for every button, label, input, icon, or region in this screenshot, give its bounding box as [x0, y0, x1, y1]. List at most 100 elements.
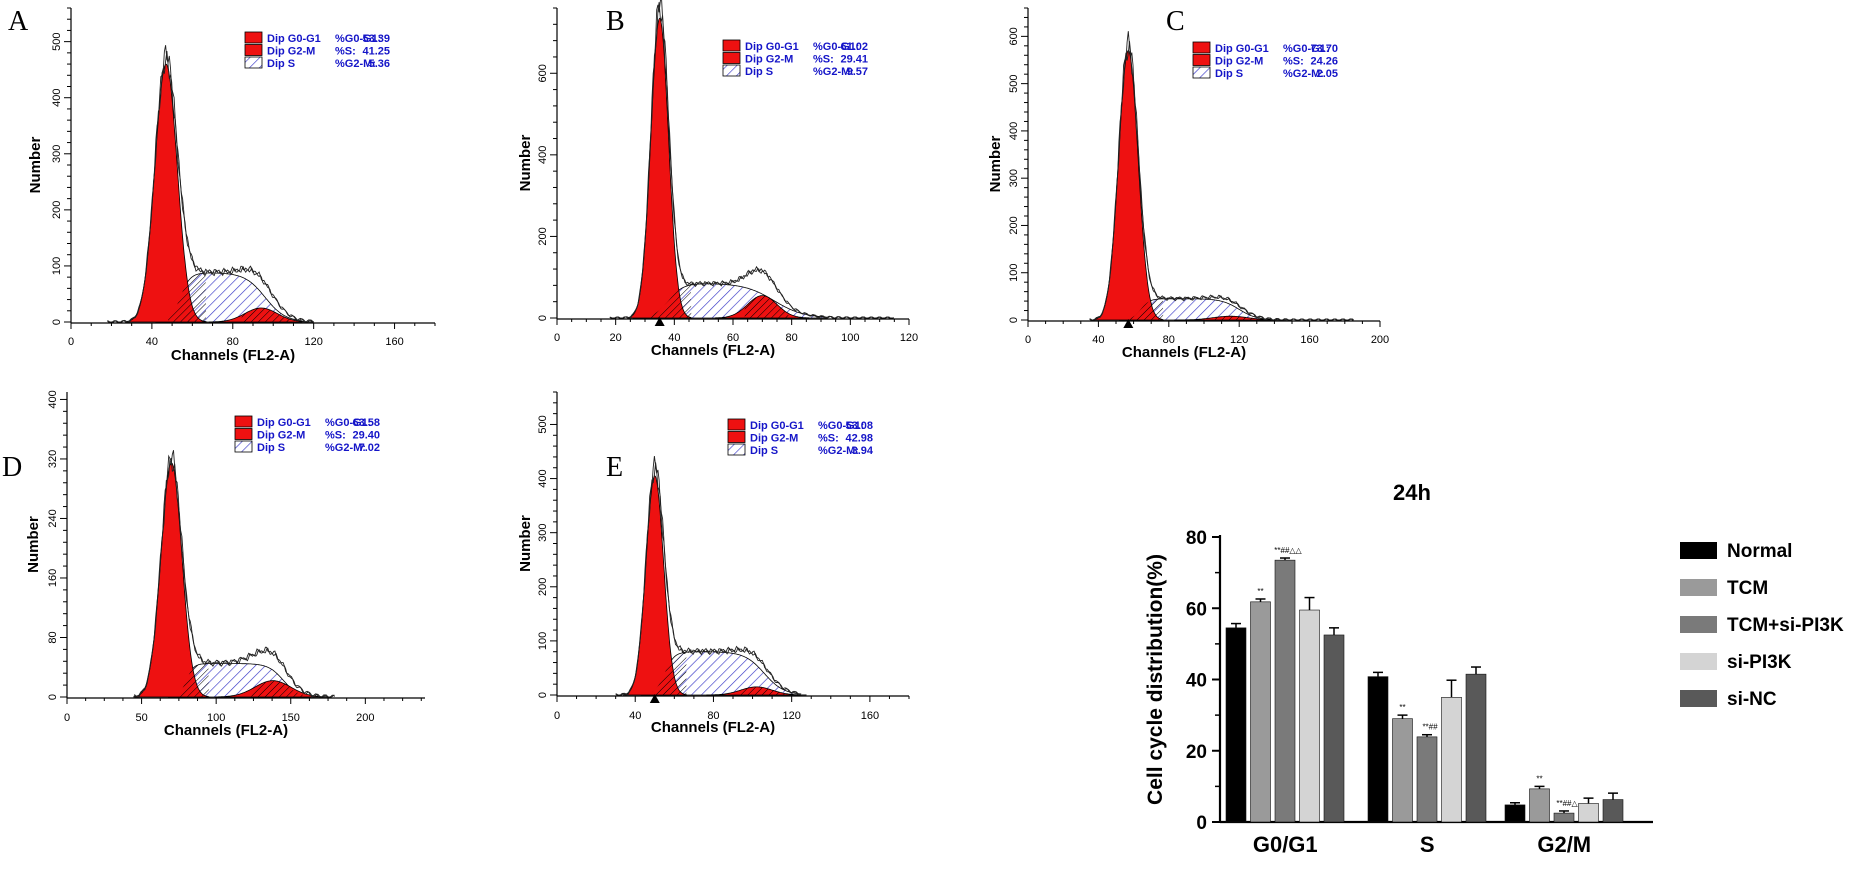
g1-s-overlap-hatch — [652, 652, 687, 695]
panel-letter-d: D — [2, 452, 22, 483]
legend-label: Dip G2-M — [745, 54, 793, 66]
y-tick-label: 0 — [537, 315, 549, 321]
y-tick-label: 0 — [47, 694, 59, 700]
s-legend-swatch — [722, 64, 741, 77]
histogram-panel-d: 0 80 160 240 320 400 0 50 100 150 200 Channels (FL2… — [25, 390, 425, 739]
x-tick-label: 40 — [668, 332, 680, 344]
y-tick-label: 300 — [51, 145, 63, 163]
legend-swatch-si-nc — [1680, 690, 1717, 707]
stat-value: 53.39 — [362, 33, 390, 45]
stat-value: 61.02 — [840, 41, 868, 53]
legend-label: Dip S — [257, 442, 285, 454]
y-axis-title: Number — [517, 515, 534, 572]
stat-label: %G2-M: — [818, 445, 859, 457]
y-tick-label: 200 — [537, 578, 549, 596]
bar-tcm-si-pi3k — [1416, 736, 1438, 823]
x-tick-label: 60 — [727, 332, 739, 344]
x-tick-label: 160 — [385, 336, 403, 348]
y-tick-label: 200 — [537, 227, 549, 245]
bar-tcm — [1250, 601, 1271, 823]
x-tick-label: 100 — [841, 332, 859, 344]
x-tick-label: 100 — [207, 712, 225, 724]
stat-label: %G2-M: — [325, 442, 366, 454]
x-tick-label: 120 — [782, 710, 800, 722]
y-tick-label: 240 — [47, 509, 59, 527]
y-tick-label: 0 — [1008, 317, 1020, 323]
significance-annotation: ** — [1399, 703, 1405, 712]
stat-value: 24.26 — [1310, 56, 1338, 68]
stat-label: %G0-G1: — [325, 417, 371, 429]
y-tick-label: 500 — [51, 32, 63, 50]
histogram-trace — [609, 0, 894, 319]
g2m-legend-swatch — [727, 431, 746, 443]
stat-label: %G0-G1: — [335, 33, 381, 45]
y-axis-title: Cell cycle distribution(%) — [1144, 554, 1167, 805]
g0g1-peak — [133, 462, 211, 698]
stat-label: %G2-M: — [813, 66, 854, 78]
x-tick-label: 50 — [135, 712, 147, 724]
y-axis-title: Number — [987, 136, 1004, 193]
x-category-label: S — [1420, 832, 1435, 857]
legend-label: Dip S — [750, 445, 778, 457]
significance-annotation: **## — [1422, 723, 1438, 732]
s-legend-swatch — [244, 56, 263, 69]
legend-label: Dip G0-G1 — [745, 41, 799, 53]
y-tick-label: 100 — [537, 632, 549, 650]
y-tick-label: 160 — [47, 569, 59, 587]
stat-label: %S: — [813, 54, 834, 66]
x-tick-label: 120 — [304, 336, 322, 348]
stat-label: %S: — [818, 433, 839, 445]
x-tick-label: 150 — [282, 712, 300, 724]
x-axis-title: Channels (FL2-A) — [164, 722, 288, 739]
peak-marker — [654, 317, 665, 326]
y-axis-title: Number — [517, 135, 534, 192]
g0g1-legend-swatch — [722, 39, 741, 52]
y-tick-label: 300 — [537, 523, 549, 541]
stat-value: 5.36 — [369, 58, 390, 70]
panel-letter-e: E — [606, 452, 623, 483]
legend-swatch-tcm-si-pi3k — [1680, 616, 1717, 633]
stat-value: 29.40 — [352, 430, 380, 442]
legend-swatch-normal — [1680, 542, 1717, 559]
histogram-trace — [133, 450, 335, 698]
y-tick-label: 400 — [47, 390, 59, 408]
chart-title: 24h — [1393, 480, 1431, 505]
y-tick-label: 0 — [51, 319, 63, 325]
y-tick-label: 40 — [1186, 671, 1207, 692]
legend-label: Dip S — [267, 58, 295, 70]
y-tick-label: 200 — [1008, 216, 1020, 234]
legend-label: Dip S — [745, 66, 773, 78]
legend-label-si-pi3k: si-PI3K — [1727, 652, 1792, 673]
stat-value: 41.25 — [362, 46, 390, 58]
g0g1-legend-swatch — [234, 415, 253, 428]
y-tick-label: 60 — [1186, 599, 1207, 620]
x-axis-title: Channels (FL2-A) — [651, 719, 775, 736]
y-tick-label: 500 — [537, 415, 549, 433]
legend-swatch-tcm — [1680, 579, 1717, 596]
histogram-panel-a: 0 100 200 300 400 500 0 40 80 120 160 Channels (FL2… — [27, 7, 436, 364]
legend-label: Dip G0-G1 — [1215, 43, 1269, 55]
bar-si-pi3k — [1441, 697, 1462, 823]
stat-label: %S: — [325, 430, 346, 442]
significance-annotation: ** — [1257, 587, 1263, 596]
g1-s-overlap-hatch — [168, 273, 207, 322]
histogram-panel-c: 0 100 200 300 400 500 600 0 40 80 120 160 200 Channel… — [987, 7, 1389, 361]
legend-label-tcm-si-pi3k: TCM+si-PI3K — [1727, 615, 1844, 636]
legend-label: Dip S — [1215, 68, 1243, 80]
stat-label: %G2-M: — [335, 58, 376, 70]
stat-value: 42.98 — [845, 433, 873, 445]
histogram-panel-b: 0 200 400 600 0 20 40 60 80 100 120 Channels (FL2-A… — [517, 0, 918, 359]
g2m-legend-swatch — [244, 44, 263, 56]
x-tick-label: 200 — [1371, 334, 1389, 346]
g2m-legend-swatch — [234, 428, 253, 440]
significance-annotation: **##△△ — [1274, 546, 1302, 555]
histogram-trace — [615, 455, 802, 696]
x-tick-label: 0 — [1025, 334, 1031, 346]
histogram-trace — [1089, 31, 1354, 321]
x-tick-label: 20 — [610, 332, 622, 344]
g2m-overlap-hatch — [1209, 316, 1263, 320]
bar-tcm — [1392, 718, 1413, 823]
g2m-overlap-hatch — [737, 686, 785, 695]
x-tick-label: 40 — [1092, 334, 1104, 346]
